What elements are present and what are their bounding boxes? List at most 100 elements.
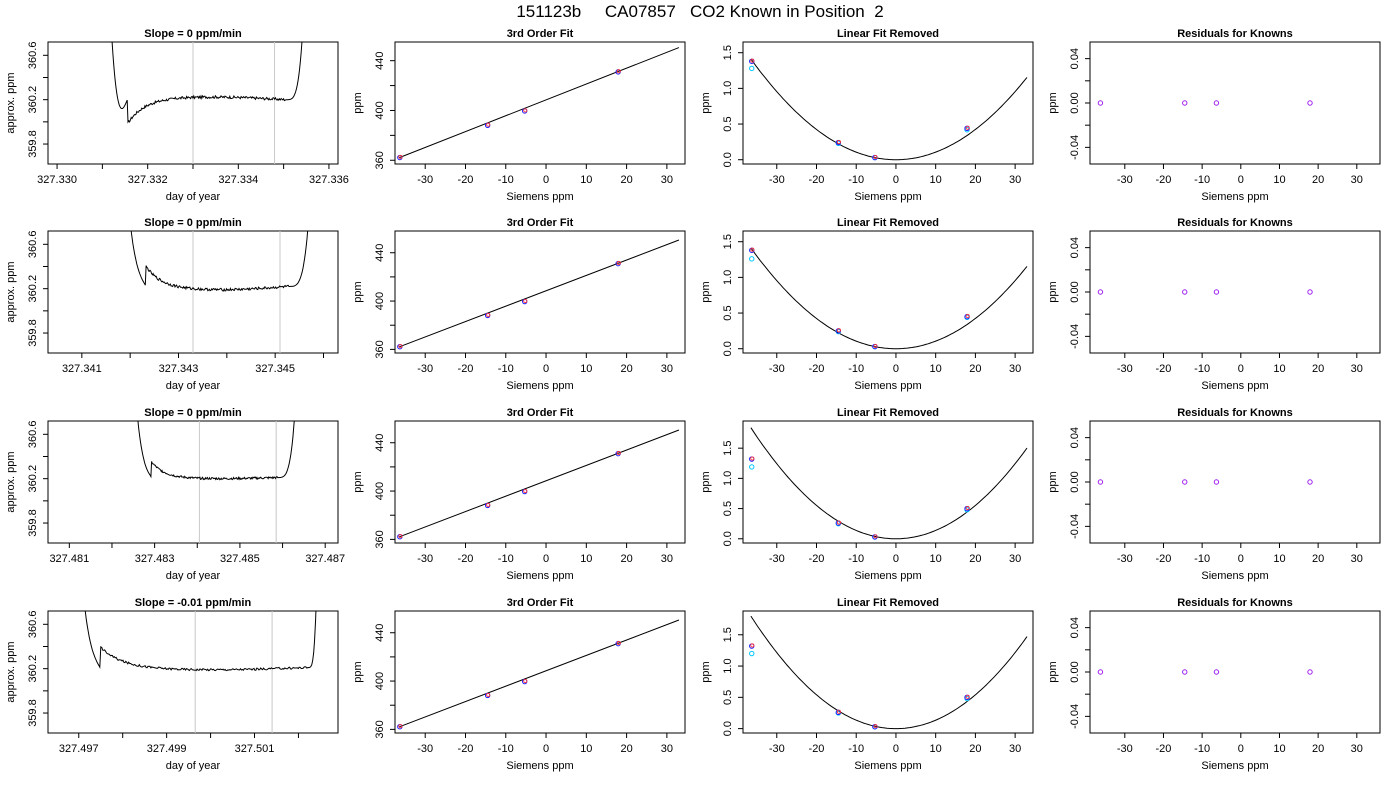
x-tick-label: 10 xyxy=(1273,363,1285,375)
data-point xyxy=(1213,289,1220,295)
x-tick-label: 0 xyxy=(1238,553,1244,565)
data-point-red xyxy=(836,520,841,525)
y-tick-label: 360.2 xyxy=(27,86,39,114)
y-tick-label: 0.5 xyxy=(722,116,734,131)
x-tick-label: 0 xyxy=(893,553,899,565)
data-point xyxy=(1213,669,1220,675)
plot-frame xyxy=(394,230,686,354)
y-tick-label: -0.04 xyxy=(1069,704,1081,729)
data-point xyxy=(1182,100,1188,106)
y-tick-label: 359.8 xyxy=(27,319,39,347)
plot-frame xyxy=(1089,420,1381,544)
x-tick-label: 327.483 xyxy=(135,553,175,565)
data-point xyxy=(1097,479,1104,485)
x-tick-label: 327.341 xyxy=(62,363,102,375)
data-point-red xyxy=(616,69,621,74)
panel-title: Residuals for Knowns xyxy=(1177,407,1293,419)
panel-title: 3rd Order Fit xyxy=(507,597,574,609)
data-point-red xyxy=(750,643,755,648)
panel-title: Residuals for Knowns xyxy=(1177,28,1293,40)
y-axis-label: approx. ppm xyxy=(5,641,17,702)
x-tick-label: -30 xyxy=(769,363,785,375)
x-tick-label: 20 xyxy=(1312,553,1324,565)
data-point-red xyxy=(873,724,878,729)
data-point xyxy=(1307,100,1313,106)
x-tick-label: 10 xyxy=(930,743,942,755)
plot-area xyxy=(137,421,295,543)
y-tick-label: 440 xyxy=(374,244,386,262)
plot-area xyxy=(84,611,317,733)
y-tick-label: 0.0 xyxy=(722,721,734,736)
data-point xyxy=(1182,669,1188,675)
x-tick-label: 0 xyxy=(543,553,549,565)
x-tick-label: -10 xyxy=(848,363,864,375)
x-tick-label: 327.330 xyxy=(37,174,77,186)
panel-title: 3rd Order Fit xyxy=(507,217,574,229)
plot-area xyxy=(1097,669,1313,675)
x-axis-label: Siemens ppm xyxy=(1201,191,1268,203)
y-axis-label: ppm xyxy=(352,471,364,492)
x-tick-label: 327.485 xyxy=(220,553,260,565)
y-tick-label: 0.00 xyxy=(1069,281,1081,302)
data-point xyxy=(1213,479,1220,485)
x-tick-label: 20 xyxy=(1312,174,1324,186)
data-point-red xyxy=(486,502,491,507)
x-axis-label: Siemens ppm xyxy=(1201,570,1268,582)
x-tick-label: 10 xyxy=(580,174,592,186)
y-tick-label: 0.00 xyxy=(1069,661,1081,682)
concentration-trace xyxy=(130,231,309,292)
y-tick-label: 400 xyxy=(374,672,386,690)
plot-frame xyxy=(394,41,686,165)
y-tick-label: -0.04 xyxy=(1069,324,1081,349)
panel-r2-c4: Residuals for Knowns Siemens ppm ppm -30 -20… xyxy=(1047,217,1381,392)
panel-title: 3rd Order Fit xyxy=(507,28,574,40)
x-tick-label: 20 xyxy=(620,553,632,565)
data-point-red xyxy=(873,343,878,348)
x-tick-label: 327.345 xyxy=(255,363,295,375)
residual-curve xyxy=(750,427,1028,540)
x-axis-label: day of year xyxy=(166,380,221,392)
y-tick-label: 0.04 xyxy=(1069,48,1081,69)
x-axis-label: Siemens ppm xyxy=(854,380,921,392)
y-tick-label: 360.2 xyxy=(27,465,39,493)
plot-area xyxy=(749,427,1028,540)
x-axis-label: day of year xyxy=(166,570,221,582)
x-tick-label: 327.343 xyxy=(159,363,199,375)
x-tick-label: 0 xyxy=(893,174,899,186)
plot-area xyxy=(749,615,1028,730)
x-tick-label: -20 xyxy=(809,743,825,755)
x-tick-label: 0 xyxy=(1238,743,1244,755)
x-tick-label: 20 xyxy=(620,743,632,755)
y-tick-label: 1.0 xyxy=(722,81,734,96)
x-tick-label: 20 xyxy=(1312,743,1324,755)
data-point-cyan xyxy=(749,65,755,72)
plot-area xyxy=(130,231,309,353)
y-tick-label: 360 xyxy=(374,340,386,358)
x-tick-label: 20 xyxy=(620,174,632,186)
x-tick-label: 30 xyxy=(661,363,673,375)
x-tick-label: -20 xyxy=(458,174,474,186)
x-tick-label: -30 xyxy=(417,174,433,186)
data-point xyxy=(1097,100,1104,106)
x-tick-label: 30 xyxy=(1351,363,1363,375)
x-tick-label: 10 xyxy=(1273,174,1285,186)
x-tick-label: 327.487 xyxy=(305,553,345,565)
data-point-red xyxy=(398,724,403,729)
plot-frame xyxy=(742,230,1034,354)
x-tick-label: -20 xyxy=(1156,553,1172,565)
plot-area xyxy=(1097,100,1313,106)
y-tick-label: 1.5 xyxy=(722,234,734,249)
plot-frame xyxy=(742,420,1034,544)
panel-r4-c1: Slope = -0.01 ppm/min day of year approx. … xyxy=(5,597,339,772)
panel-title: 3rd Order Fit xyxy=(507,407,574,419)
y-axis-label: ppm xyxy=(352,661,364,682)
x-tick-label: 20 xyxy=(1312,363,1324,375)
y-tick-label: 0.5 xyxy=(722,305,734,320)
plot-frame xyxy=(394,610,686,734)
x-tick-label: 10 xyxy=(930,553,942,565)
x-axis-label: Siemens ppm xyxy=(506,380,573,392)
data-point-red xyxy=(836,139,841,144)
data-point-cyan xyxy=(749,256,755,262)
x-tick-label: -10 xyxy=(1194,174,1210,186)
